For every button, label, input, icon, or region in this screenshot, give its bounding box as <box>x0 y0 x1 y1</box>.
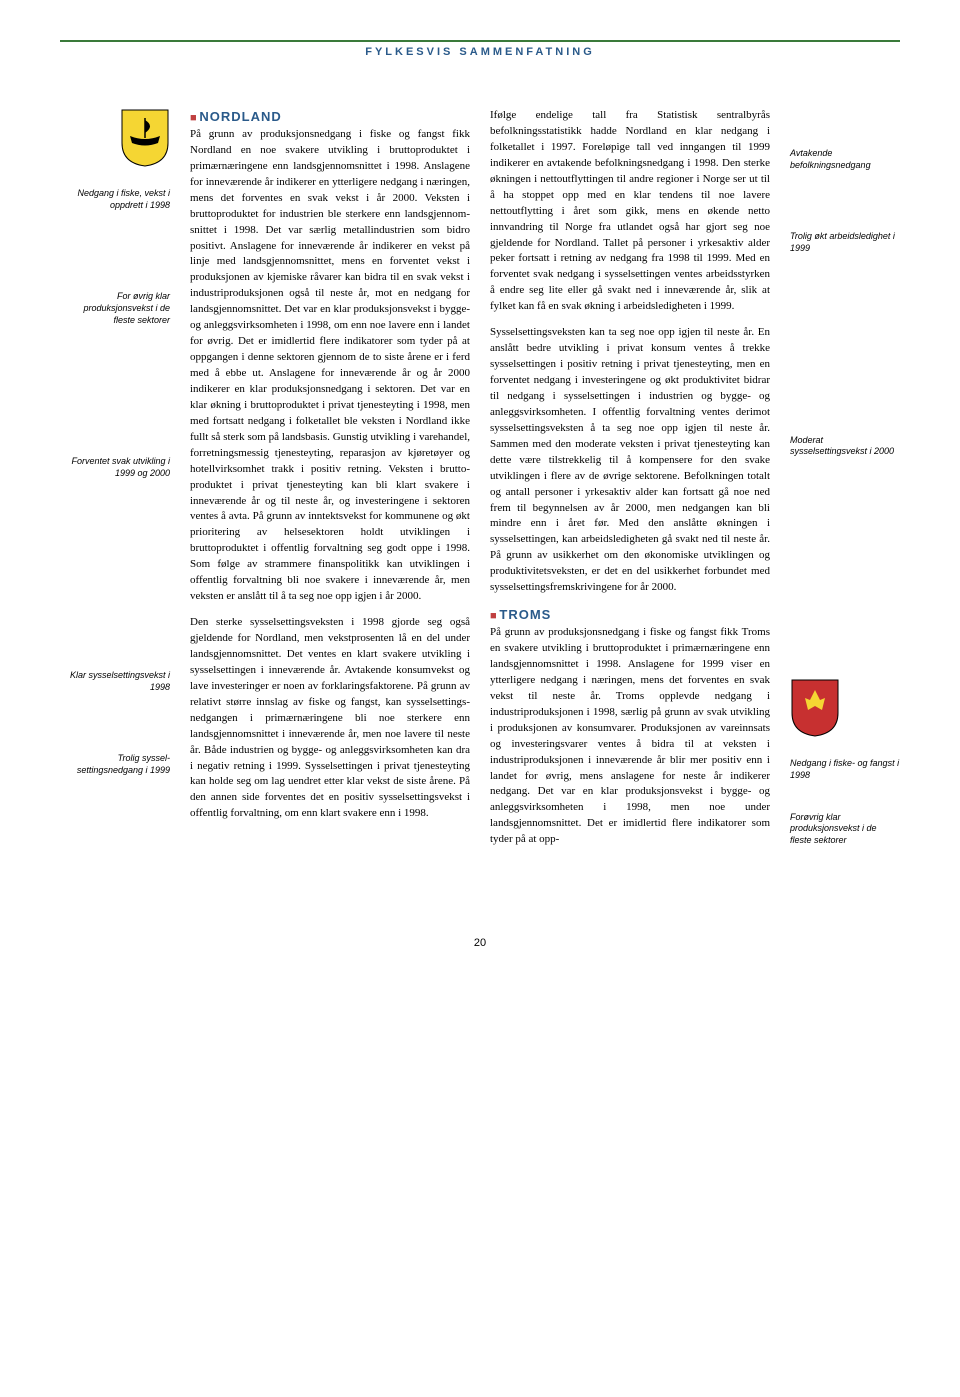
section-marker-icon: ■ <box>490 610 499 622</box>
nordland-p3: Ifølge endelige tall fra Statistisk sent… <box>490 108 770 315</box>
content-area: Nedgang i fiske, vekst i oppdrett i 1998… <box>60 108 900 907</box>
margin-note-left-4: Klar syssel­settingsvekst i 1998 <box>60 670 170 693</box>
margin-note-left-2: For øvrig klar produksjonsvekst i de fle… <box>60 291 170 326</box>
nordland-shield-icon <box>120 108 170 168</box>
margin-note-right-5: Forøvrig klar produksjonsvekst i de fles… <box>790 812 900 847</box>
page-number: 20 <box>60 937 900 949</box>
nordland-p1: På grunn av produksjonsnedgang i fiske o… <box>190 128 470 602</box>
margin-note-right-1: Avtakende befolkningsnedgang <box>790 148 900 171</box>
header-rule <box>60 40 900 42</box>
margin-note-left-3: Forventet svak utvikling i 1999 og 2000 <box>60 456 170 479</box>
nordland-p4: Sysselsettingsveksten kan ta seg noe opp… <box>490 325 770 596</box>
document-page: FYLKESVIS SAMMENFATNING Nedgang i fiske,… <box>0 0 960 989</box>
troms-p1: På grunn av produksjonsnedgang i fiske o… <box>490 626 770 845</box>
margin-note-right-4: Nedgang i fiske- og fangst i 1998 <box>790 758 900 781</box>
nordland-title: NORDLAND <box>199 109 281 124</box>
nordland-section: ■ NORDLAND På grunn av produksjonsnedgan… <box>190 108 470 605</box>
section-marker-icon: ■ <box>190 112 199 124</box>
column-right: Ifølge endelige tall fra Statistisk sent… <box>490 108 770 907</box>
left-margin-column: Nedgang i fiske, vekst i oppdrett i 1998… <box>60 108 170 907</box>
nordland-p2: Den sterke sysselsettingsveksten i 1998 … <box>190 615 470 822</box>
troms-shield-icon <box>790 678 840 738</box>
margin-note-right-2: Trolig økt arbeidsledighet i 1999 <box>790 231 900 254</box>
margin-note-right-3: Moderat sysselsettingsvekst i 2000 <box>790 435 900 458</box>
right-margin-column: Avtakende befolkningsnedgang Trolig økt … <box>790 108 900 907</box>
column-left: ■ NORDLAND På grunn av produksjonsnedgan… <box>190 108 470 907</box>
header-title: FYLKESVIS SAMMENFATNING <box>60 46 900 58</box>
troms-title: TROMS <box>499 607 551 622</box>
troms-section: ■ TROMS På grunn av produksjonsnedgang i… <box>490 606 770 848</box>
margin-note-left-1: Nedgang i fiske, vekst i oppdrett i 1998 <box>60 188 170 211</box>
margin-note-left-5: Trolig syssel­settingsnedgang i 1999 <box>60 753 170 776</box>
main-columns: ■ NORDLAND På grunn av produksjonsnedgan… <box>190 108 770 907</box>
